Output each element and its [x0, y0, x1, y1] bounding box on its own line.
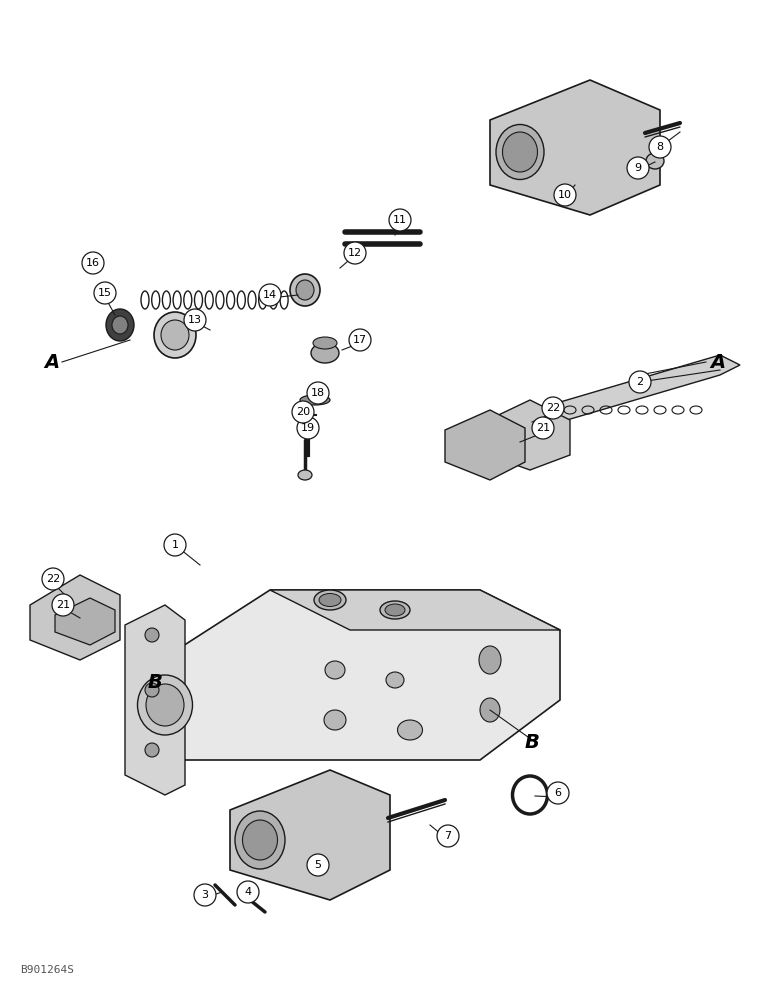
Ellipse shape: [385, 604, 405, 616]
Text: A: A: [45, 353, 59, 371]
Polygon shape: [230, 770, 390, 900]
Polygon shape: [125, 605, 185, 795]
Ellipse shape: [146, 684, 184, 726]
Polygon shape: [55, 598, 115, 645]
Ellipse shape: [112, 316, 128, 334]
Circle shape: [259, 284, 281, 306]
Text: 9: 9: [635, 163, 642, 173]
Ellipse shape: [290, 274, 320, 306]
Ellipse shape: [298, 470, 312, 480]
Ellipse shape: [314, 590, 346, 610]
Ellipse shape: [235, 811, 285, 869]
Circle shape: [292, 401, 314, 423]
Circle shape: [164, 534, 186, 556]
Ellipse shape: [296, 280, 314, 300]
Ellipse shape: [496, 124, 544, 180]
Text: 6: 6: [554, 788, 561, 798]
Text: B: B: [147, 672, 162, 692]
Polygon shape: [550, 355, 740, 425]
Ellipse shape: [311, 343, 339, 363]
Text: 4: 4: [245, 887, 252, 897]
Circle shape: [42, 568, 64, 590]
Text: 21: 21: [536, 423, 550, 433]
Text: 12: 12: [348, 248, 362, 258]
Circle shape: [307, 382, 329, 404]
Polygon shape: [445, 410, 525, 480]
Polygon shape: [488, 400, 570, 470]
Ellipse shape: [325, 661, 345, 679]
Text: 13: 13: [188, 315, 202, 325]
Text: 22: 22: [546, 403, 560, 413]
Ellipse shape: [503, 132, 537, 172]
Circle shape: [649, 136, 671, 158]
Circle shape: [194, 884, 216, 906]
Text: 1: 1: [171, 540, 178, 550]
Circle shape: [145, 628, 159, 642]
Text: 19: 19: [301, 423, 315, 433]
Ellipse shape: [137, 675, 192, 735]
Ellipse shape: [161, 320, 189, 350]
Ellipse shape: [242, 820, 277, 860]
Circle shape: [145, 743, 159, 757]
Ellipse shape: [380, 601, 410, 619]
Text: 18: 18: [311, 388, 325, 398]
Text: B: B: [524, 732, 540, 752]
Circle shape: [237, 881, 259, 903]
Circle shape: [184, 309, 206, 331]
Text: 21: 21: [56, 600, 70, 610]
Text: 10: 10: [558, 190, 572, 200]
Polygon shape: [490, 80, 660, 215]
Circle shape: [547, 782, 569, 804]
Text: 22: 22: [46, 574, 60, 584]
Ellipse shape: [313, 337, 337, 349]
Text: 3: 3: [201, 890, 208, 900]
Polygon shape: [30, 575, 120, 660]
Ellipse shape: [319, 593, 341, 606]
Ellipse shape: [324, 710, 346, 730]
Text: 14: 14: [263, 290, 277, 300]
Polygon shape: [130, 590, 560, 760]
Text: 8: 8: [656, 142, 664, 152]
Circle shape: [344, 242, 366, 264]
Circle shape: [52, 594, 74, 616]
Text: 5: 5: [314, 860, 321, 870]
Ellipse shape: [398, 720, 422, 740]
Circle shape: [389, 209, 411, 231]
Ellipse shape: [106, 309, 134, 341]
Ellipse shape: [154, 312, 196, 358]
Text: 2: 2: [636, 377, 644, 387]
Ellipse shape: [646, 153, 664, 169]
Text: 7: 7: [445, 831, 452, 841]
Text: 16: 16: [86, 258, 100, 268]
Ellipse shape: [480, 698, 500, 722]
Text: A: A: [710, 353, 726, 371]
Circle shape: [554, 184, 576, 206]
Circle shape: [94, 282, 116, 304]
Polygon shape: [270, 590, 560, 630]
Circle shape: [349, 329, 371, 351]
Circle shape: [542, 397, 564, 419]
Circle shape: [297, 417, 319, 439]
Circle shape: [437, 825, 459, 847]
Text: 20: 20: [296, 407, 310, 417]
Ellipse shape: [386, 672, 404, 688]
Text: 17: 17: [353, 335, 367, 345]
Circle shape: [629, 371, 651, 393]
Text: 15: 15: [98, 288, 112, 298]
Circle shape: [82, 252, 104, 274]
Ellipse shape: [300, 395, 330, 405]
Ellipse shape: [479, 646, 501, 674]
Text: B901264S: B901264S: [20, 965, 74, 975]
Circle shape: [307, 854, 329, 876]
Circle shape: [145, 683, 159, 697]
Circle shape: [627, 157, 649, 179]
Circle shape: [532, 417, 554, 439]
Text: 11: 11: [393, 215, 407, 225]
